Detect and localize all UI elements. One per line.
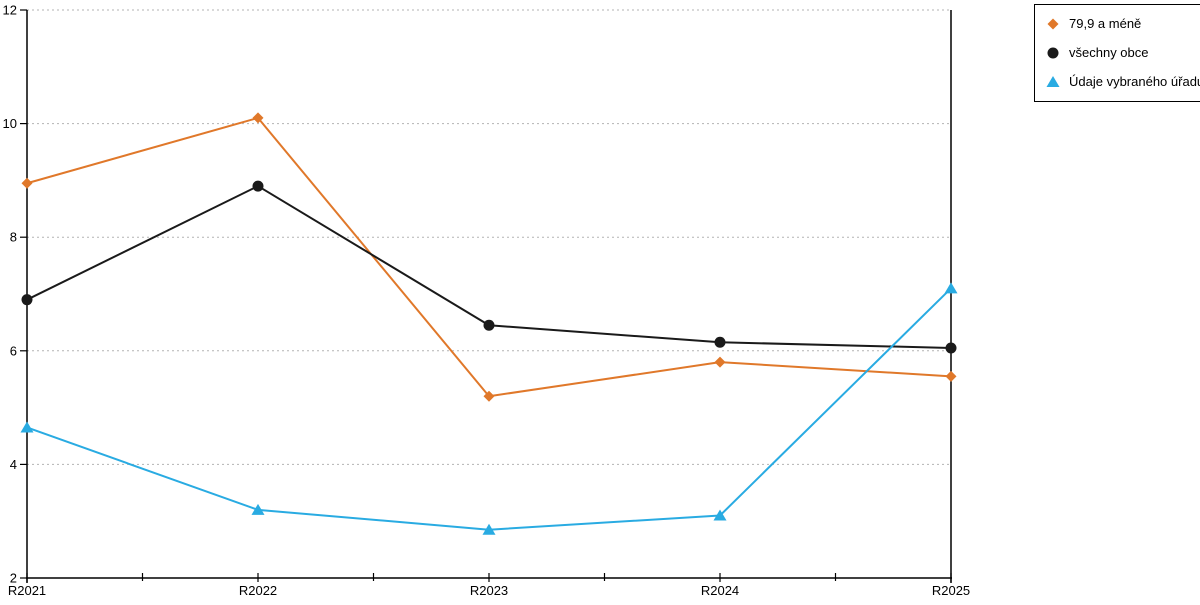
diamond-marker-icon <box>1047 18 1059 30</box>
circle-marker-icon <box>1047 47 1059 59</box>
triangle-marker-icon <box>251 503 265 515</box>
diamond-marker-icon <box>945 370 957 382</box>
legend-item-udaje-vybraneho-uradu: Údaje vybraného úřadu <box>1045 74 1200 90</box>
x-tick-label: R2021 <box>8 583 46 598</box>
legend-label: všechny obce <box>1069 45 1149 60</box>
circle-marker-icon <box>21 294 33 306</box>
x-tick-label: R2024 <box>701 583 739 598</box>
y-tick-label: 6 <box>10 343 17 358</box>
circle-marker-icon <box>714 336 726 348</box>
y-tick-label: 8 <box>10 230 17 245</box>
circle-marker-icon <box>1047 47 1059 59</box>
x-tick-label: R2025 <box>932 583 970 598</box>
circle-marker-icon <box>945 342 957 354</box>
circle-marker-icon <box>483 319 495 331</box>
legend-item-79-9-a-mene: 79,9 a méně <box>1045 16 1200 32</box>
diamond-marker-icon <box>483 390 495 402</box>
line-chart: 2 4 6 8 10 12 R2021 R2022 R2023 R2024 R2025 <box>3 3 971 599</box>
triangle-marker-icon <box>1046 76 1060 87</box>
triangle-marker-icon <box>482 523 496 535</box>
diamond-marker-icon <box>21 177 33 189</box>
y-tick-label: 2 <box>10 571 17 586</box>
y-tick-label: 12 <box>3 3 17 18</box>
triangle-marker-icon <box>20 421 34 433</box>
diamond-marker-icon <box>252 112 264 124</box>
chart-legend: 79,9 a méně všechny obce Údaje vybraného… <box>1034 4 1200 102</box>
y-tick-label: 10 <box>3 116 17 131</box>
legend-label: 79,9 a méně <box>1069 16 1142 31</box>
y-tick-label: 4 <box>10 457 17 472</box>
diamond-marker-icon <box>714 356 726 368</box>
series-line <box>26 116 952 398</box>
triangle-marker-icon <box>713 509 727 521</box>
circle-marker-icon <box>252 180 264 192</box>
triangle-marker-icon <box>1046 76 1060 87</box>
x-tick-label: R2022 <box>239 583 277 598</box>
diamond-marker-icon <box>1047 18 1059 30</box>
triangle-marker-icon <box>944 282 958 294</box>
legend-item-vsechny-obce: všechny obce <box>1045 45 1200 61</box>
legend-label: Údaje vybraného úřadu <box>1069 74 1200 89</box>
x-tick-label: R2023 <box>470 583 508 598</box>
line-chart-area: 2 4 6 8 10 12 R2021 R2022 R2023 R2024 R2025 <box>3 3 971 599</box>
